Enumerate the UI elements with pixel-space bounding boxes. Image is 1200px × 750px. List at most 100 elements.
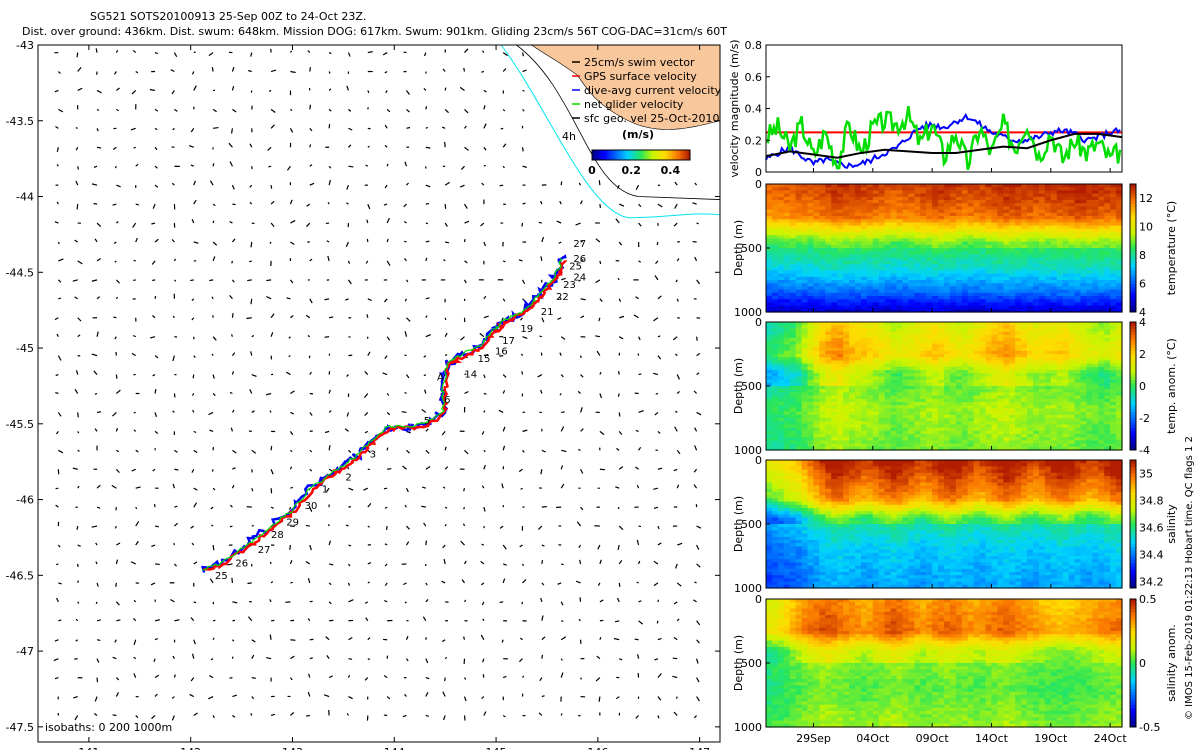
vector-arrow [423,87,427,91]
vector-arrow [367,145,370,148]
vector-arrow [55,487,59,490]
section-cell [866,193,874,198]
section-cell [890,289,898,294]
section-cell [795,209,803,214]
vector-arrow [96,257,102,262]
vector-arrow [154,412,157,417]
section-cell [860,296,868,300]
vector-arrow [345,298,349,301]
vector-arrow [464,125,467,129]
vector-arrow [673,601,678,605]
section-cell [777,270,785,275]
vector-arrow [208,52,214,57]
vector-arrow [132,49,137,54]
vector-arrow [346,202,349,205]
section-cell [849,187,856,191]
vector-arrow [172,655,175,659]
section-cell [855,308,862,313]
vector-arrow [232,467,236,470]
section-cell [837,209,844,214]
vector-arrow [135,540,139,546]
vector-arrow [464,220,470,224]
vector-arrow [77,66,82,72]
vector-arrow [191,542,195,546]
section-cell [819,289,826,294]
vector-arrow [190,279,194,282]
velocity-ytick-label-2: 0.4 [745,103,763,116]
section-cell [837,187,844,191]
section-cell [777,264,785,268]
section-cell [813,190,820,195]
vector-arrow [367,503,372,508]
vector-arrow [367,203,371,210]
vector-arrow [229,220,233,224]
section-cell [795,273,803,278]
vector-arrow [135,449,139,453]
section-cell [771,219,779,223]
vector-arrow [115,427,119,432]
section-cell [890,190,898,195]
vector-arrow [365,164,369,167]
section-colorbar-cell [1130,238,1136,243]
section-cell [795,196,803,201]
section-cell [801,292,809,297]
vector-arrow [266,295,272,300]
vector-arrow [290,411,294,415]
section-cell [896,203,904,207]
section-cell [902,270,909,275]
vector-arrow [481,601,485,606]
vector-arrow [580,259,584,262]
vector-arrow [425,202,430,205]
vector-arrow [635,184,640,191]
map-frame [37,44,721,743]
section-cell [872,238,880,243]
section-cell [789,305,797,310]
section-cell [783,244,791,249]
vector-arrow [267,146,272,151]
vector-arrow [154,674,160,679]
section-cell [896,241,904,246]
section-cell [783,209,791,214]
section-cell [843,193,850,198]
section-cell [872,235,880,239]
vector-arrow [173,258,177,262]
vector-arrow [309,544,312,551]
vector-arrow [481,485,485,489]
section-cell [813,209,820,214]
vector-arrow [77,544,81,547]
section-cell [843,280,850,284]
section-cell [801,302,809,307]
section-cell [872,225,880,230]
section-cell [884,289,892,294]
section-cell [843,241,850,246]
vector-arrow [386,696,391,700]
section-cell [825,206,832,211]
vector-arrow [483,241,487,247]
section-cell [855,254,862,259]
section-cell [825,280,832,284]
vector-arrow [208,696,214,700]
section-cell [878,280,886,284]
section-cell [890,187,898,191]
vector-arrow [173,279,177,282]
section-cell [896,254,904,259]
vector-arrow [94,392,98,395]
section-cell [837,193,844,198]
vector-arrow [425,714,429,717]
day-label-22: 26 [573,254,586,265]
section-cell [849,225,856,230]
section-cell [801,219,809,223]
section-cell [843,190,850,195]
section-cell [813,212,820,217]
day-label-7: 2 [345,472,351,483]
vector-arrow [112,203,117,206]
section-cell [837,257,844,262]
vector-arrow [502,374,507,378]
vector-arrow [57,355,62,361]
section-cell [837,244,844,249]
vector-arrow [348,449,352,453]
vector-arrow [405,279,409,283]
section-cell [908,264,915,268]
vector-arrow [384,599,388,603]
vector-arrow [638,260,642,263]
